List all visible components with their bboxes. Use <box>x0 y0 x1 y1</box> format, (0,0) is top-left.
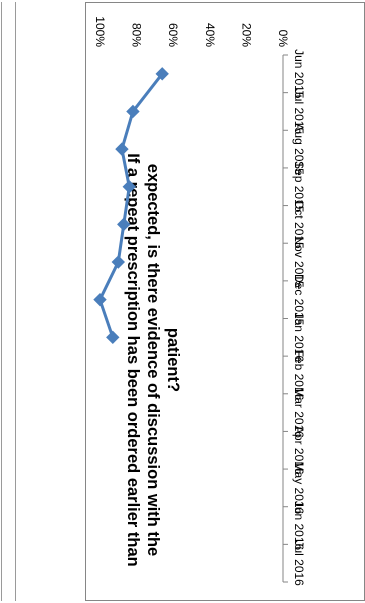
data-point-marker <box>93 292 107 307</box>
y-tick-label: 100% <box>93 16 107 47</box>
chart-title-line: patient? <box>164 328 182 392</box>
x-tick-label: Jun 2015 <box>292 49 306 99</box>
chart-frame <box>85 2 365 601</box>
data-point-marker <box>106 330 120 345</box>
series-line <box>98 72 164 338</box>
x-tick-label: Aug 2015 <box>292 123 306 175</box>
x-tick-label: Oct 2015 <box>292 200 306 249</box>
data-point-marker <box>111 255 126 269</box>
x-tick-label: Jul 2016 <box>292 540 306 586</box>
x-tick-label: Jan 2016 <box>292 313 306 363</box>
data-point-marker <box>115 142 129 156</box>
data-point-marker <box>155 67 169 81</box>
x-tick-label: Jul 2015 <box>292 89 306 135</box>
data-point-marker <box>122 180 136 194</box>
y-tick-label: 60% <box>166 23 180 47</box>
y-tick-label: 80% <box>130 23 144 47</box>
y-tick-label: 0% <box>276 30 290 48</box>
data-point-marker <box>117 217 131 232</box>
chart-title-line: If a repeat prescription has been ordere… <box>124 153 142 567</box>
x-tick-label: May 2016 <box>292 462 306 515</box>
chart-title-line: expected, is there evidence of discussio… <box>144 164 162 556</box>
x-tick-label: Nov 2015 <box>292 236 306 288</box>
x-tick-label: Mar 2016 <box>292 387 306 438</box>
y-tick-label: 40% <box>203 23 217 47</box>
data-point-marker <box>126 104 140 119</box>
x-tick-label: Sep 2015 <box>292 161 306 213</box>
x-tick-label: Apr 2016 <box>292 426 306 475</box>
y-tick-label: 20% <box>239 23 253 47</box>
x-tick-label: Dec 2015 <box>292 274 306 326</box>
x-tick-label: Jun 2016 <box>292 501 306 551</box>
x-tick-label: Feb 2016 <box>292 350 306 401</box>
